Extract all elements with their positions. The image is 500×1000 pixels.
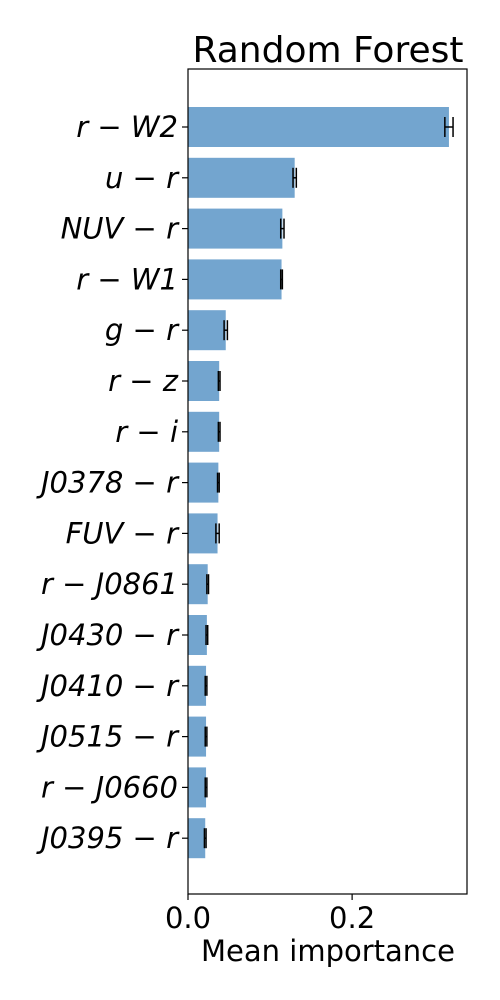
bar-5 (188, 361, 220, 401)
plot-frame (187, 68, 468, 895)
category-label-13: r − J0660 (41, 770, 178, 804)
bar-3 (188, 259, 282, 300)
bar-0 (188, 107, 449, 147)
category-label-11: J0410 − r (36, 669, 180, 703)
error-bar-12 (204, 726, 208, 747)
x-tick-label-0: 0.0 (165, 901, 211, 935)
error-bar-0 (444, 117, 454, 137)
chart-title: Random Forest (193, 30, 464, 71)
error-bar-2 (279, 218, 285, 239)
bar-14 (188, 818, 206, 859)
category-label-12: J0515 − r (36, 720, 180, 754)
category-label-4: g − r (105, 313, 180, 347)
error-bar-7 (216, 472, 220, 493)
error-bar-1 (292, 167, 298, 188)
category-label-14: J0395 − r (36, 821, 180, 855)
error-bar-9 (206, 574, 210, 595)
error-bar-3 (279, 269, 284, 290)
category-label-1: u − r (105, 161, 180, 195)
error-bar-5 (217, 371, 221, 391)
category-label-6: r − i (115, 415, 178, 449)
error-bar-8 (215, 523, 220, 544)
x-axis-ticks: 0.0 0.2 (165, 126, 375, 935)
category-label-0: r − W2 (76, 110, 178, 144)
error-bar-10 (205, 625, 209, 645)
bar-12 (188, 716, 207, 757)
error-bar-4 (223, 320, 229, 341)
bar-9 (188, 564, 208, 605)
x-tick-label-1: 0.2 (329, 901, 375, 935)
bar-13 (188, 767, 207, 808)
bar-8 (188, 513, 218, 554)
category-label-3: r − W1 (76, 262, 178, 296)
error-bar-6 (217, 421, 221, 442)
bar-7 (188, 462, 219, 503)
bar-4 (188, 310, 226, 351)
category-label-7: J0378 − r (36, 466, 180, 500)
category-labels: r − W2 u − r NUV − r r − W1 g − r r − z r − i J… (36, 110, 180, 855)
category-label-2: NUV − r (61, 212, 180, 246)
bars-layer (188, 107, 454, 859)
bar-11 (188, 665, 207, 706)
bar-10 (188, 615, 207, 655)
error-bar-14 (203, 828, 207, 849)
category-label-8: FUV − r (66, 516, 180, 550)
bar-2 (188, 208, 283, 249)
error-bar-13 (204, 777, 208, 798)
x-axis-label: Mean importance (201, 934, 455, 968)
category-label-9: r − J0861 (41, 567, 178, 601)
bar-1 (188, 157, 295, 198)
bar-6 (188, 411, 220, 452)
category-label-5: r − z (108, 364, 179, 398)
error-bar-11 (204, 675, 208, 696)
category-label-10: J0430 − r (36, 618, 180, 652)
